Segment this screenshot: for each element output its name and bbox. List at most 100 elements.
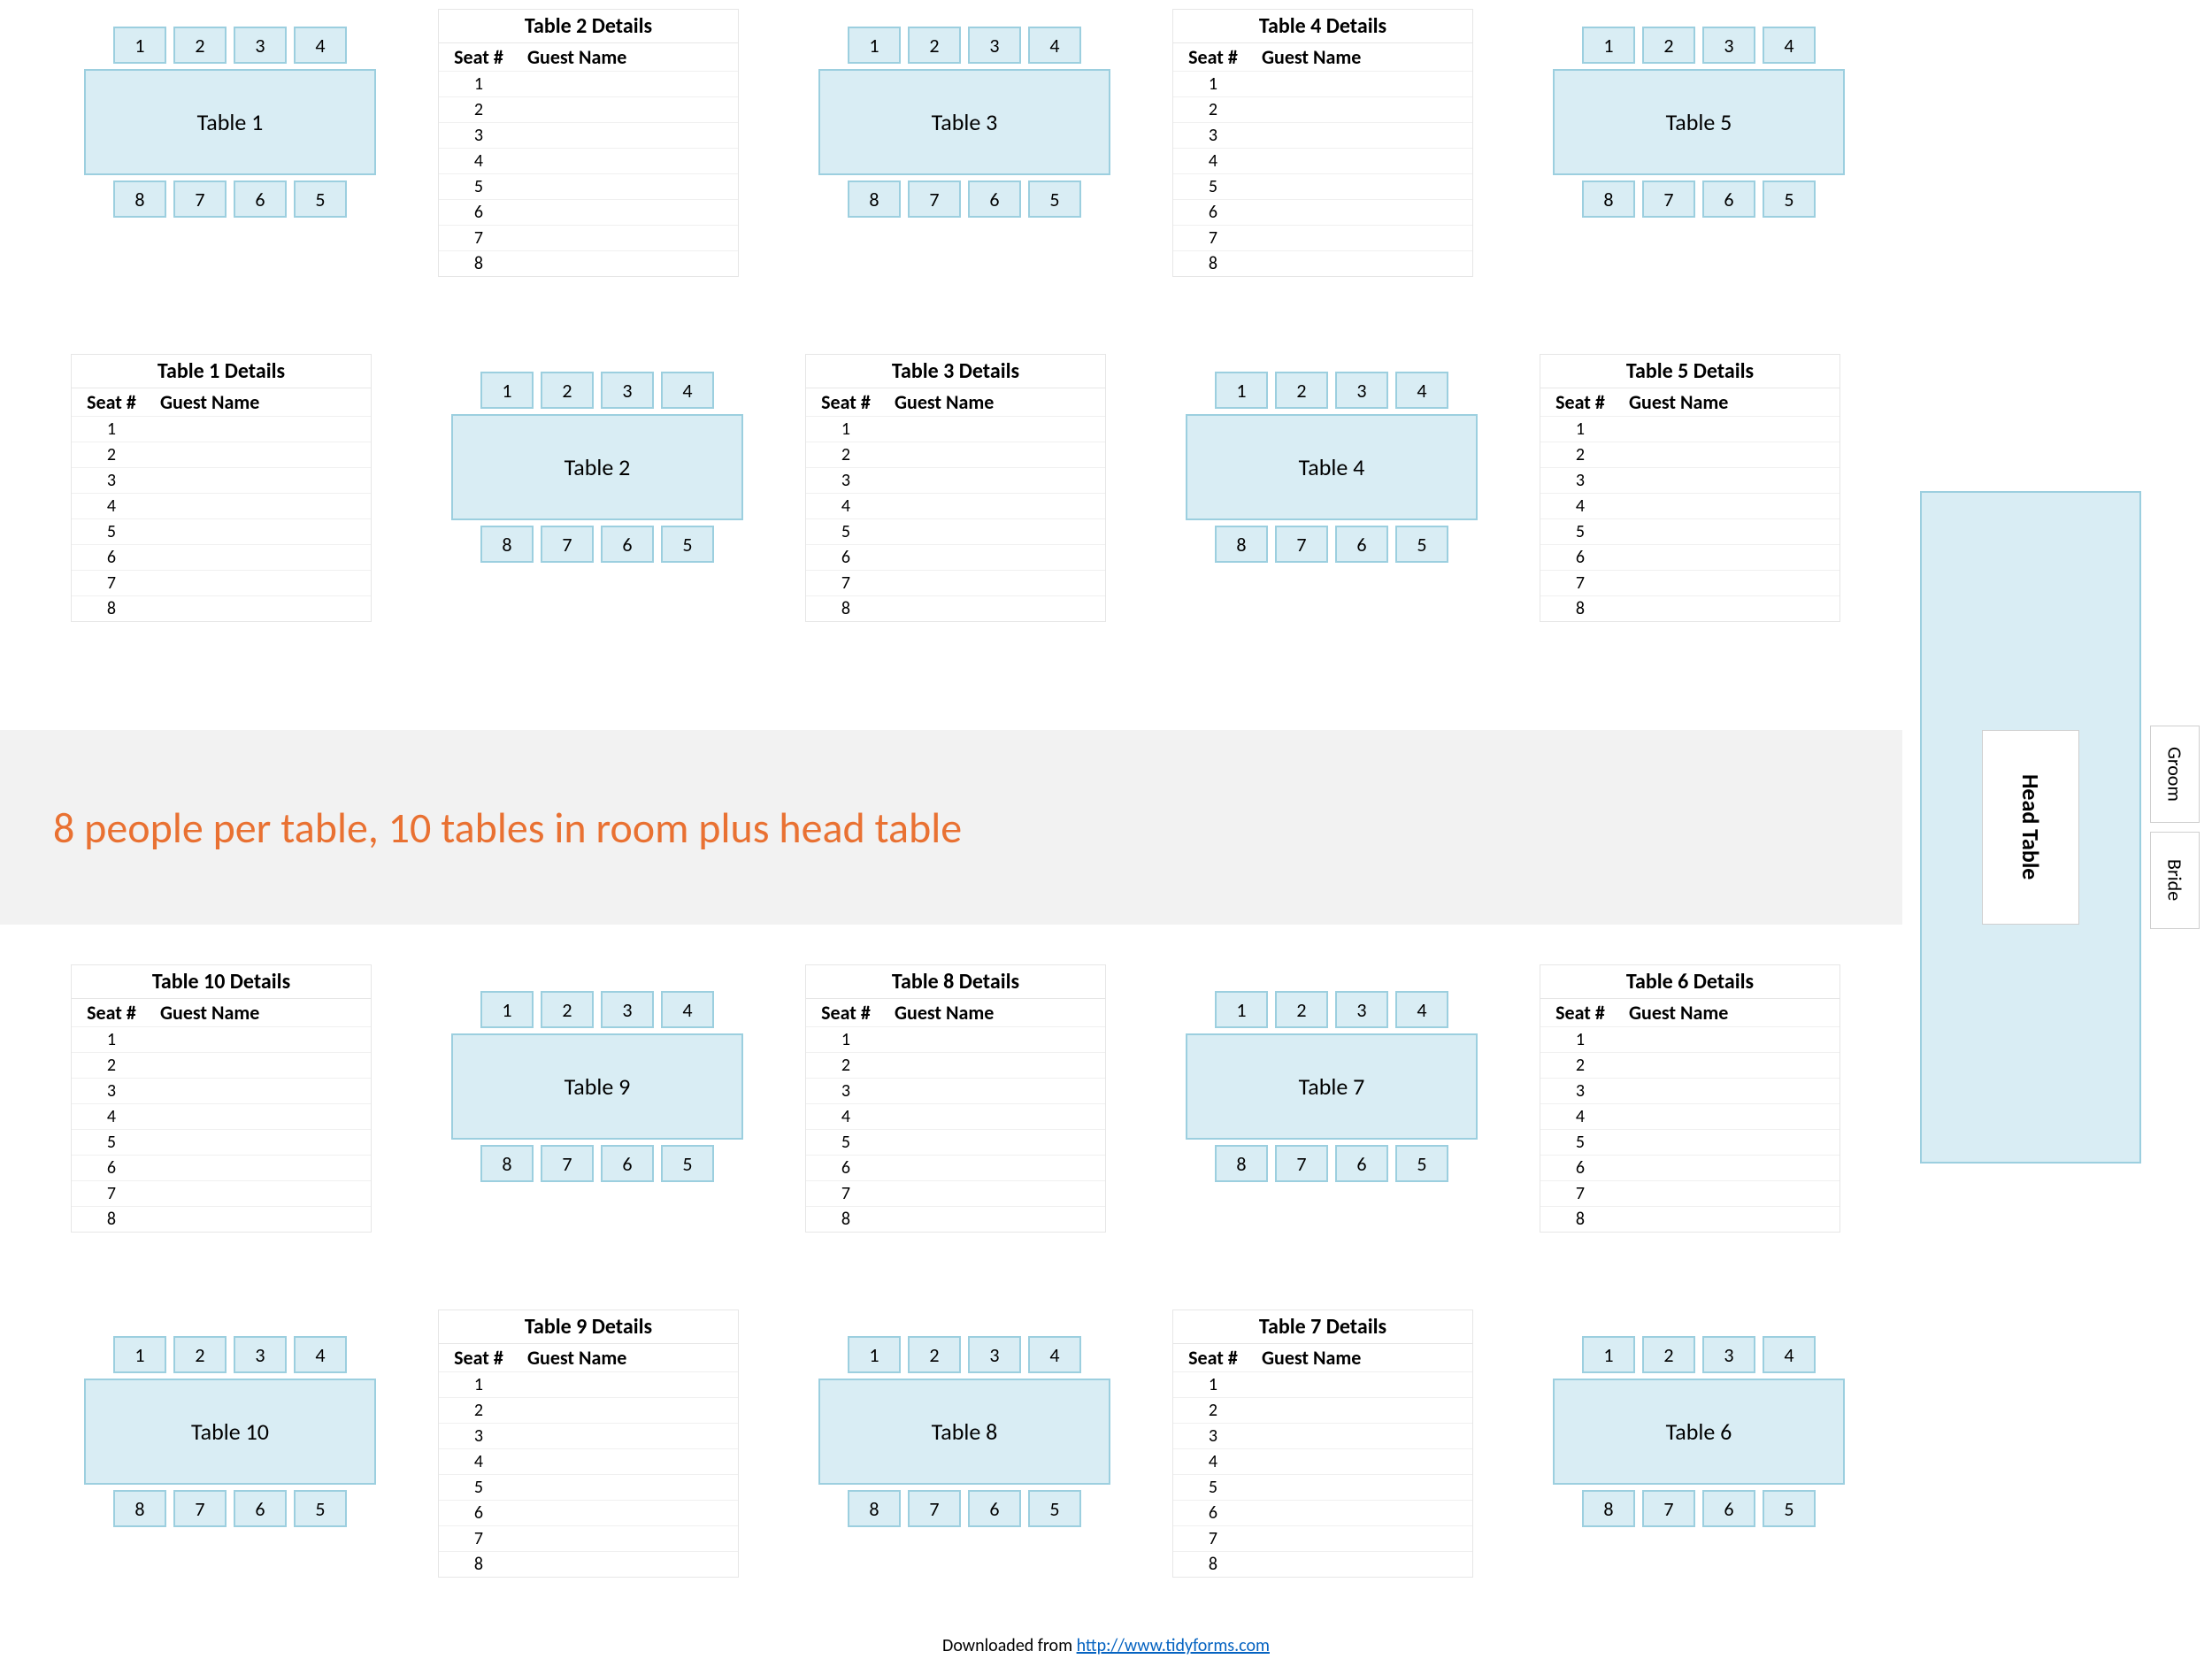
guest-name-cell[interactable]	[886, 442, 1105, 467]
guest-name-cell[interactable]	[151, 545, 371, 570]
guest-name-cell[interactable]	[518, 123, 738, 148]
guest-name-cell[interactable]	[1253, 1398, 1472, 1423]
guest-name-cell[interactable]	[151, 1181, 371, 1206]
guest-name-cell[interactable]	[886, 1207, 1105, 1232]
guest-name-cell[interactable]	[1253, 1552, 1472, 1577]
guest-name-cell[interactable]	[886, 1079, 1105, 1103]
seat-number-cell: 1	[72, 1027, 151, 1052]
guest-name-cell[interactable]	[886, 596, 1105, 621]
guest-name-cell[interactable]	[1620, 571, 1839, 595]
details-row: 2	[72, 442, 371, 467]
seat-col-header: Seat #	[439, 1344, 518, 1371]
guest-name-cell[interactable]	[151, 1104, 371, 1129]
guest-name-cell[interactable]	[151, 519, 371, 544]
guest-name-cell[interactable]	[1253, 1526, 1472, 1551]
seat-number-cell: 5	[1173, 174, 1253, 199]
guest-name-cell[interactable]	[1620, 417, 1839, 442]
guest-name-cell[interactable]	[518, 149, 738, 173]
guest-name-cell[interactable]	[1253, 226, 1472, 250]
guest-name-cell[interactable]	[151, 1027, 371, 1052]
guest-name-cell[interactable]	[886, 1027, 1105, 1052]
guest-name-cell[interactable]	[886, 545, 1105, 570]
guest-name-cell[interactable]	[518, 1526, 738, 1551]
guest-name-cell[interactable]	[1620, 1053, 1839, 1078]
guest-name-cell[interactable]	[518, 174, 738, 199]
guest-name-cell[interactable]	[1620, 519, 1839, 544]
footer-link[interactable]: http://www.tidyforms.com	[1077, 1635, 1270, 1656]
guest-name-cell[interactable]	[886, 494, 1105, 518]
details-title: Table 4 Details	[1173, 10, 1472, 43]
guest-name-cell[interactable]	[1620, 1207, 1839, 1232]
seat-number-cell: 6	[806, 1156, 886, 1180]
guest-name-cell[interactable]	[1620, 1130, 1839, 1155]
guest-name-cell[interactable]	[1253, 174, 1472, 199]
guest-name-cell[interactable]	[151, 494, 371, 518]
guest-name-cell[interactable]	[1620, 494, 1839, 518]
guest-name-cell[interactable]	[518, 1372, 738, 1397]
guest-name-cell[interactable]	[518, 72, 738, 96]
guest-name-cell[interactable]	[886, 417, 1105, 442]
seat: 1	[113, 27, 166, 64]
guest-name-cell[interactable]	[518, 1475, 738, 1500]
guest-name-cell[interactable]	[1620, 1181, 1839, 1206]
guest-name-cell[interactable]	[151, 417, 371, 442]
guest-name-cell[interactable]	[518, 97, 738, 122]
guest-name-cell[interactable]	[151, 442, 371, 467]
guest-name-cell[interactable]	[151, 1079, 371, 1103]
guest-name-cell[interactable]	[518, 1424, 738, 1448]
guest-name-cell[interactable]	[518, 226, 738, 250]
details-row: 4	[1540, 1103, 1839, 1129]
guest-name-cell[interactable]	[1620, 468, 1839, 493]
guest-name-cell[interactable]	[151, 571, 371, 595]
guest-name-cell[interactable]	[1620, 1156, 1839, 1180]
guest-name-cell[interactable]	[1253, 72, 1472, 96]
guest-name-cell[interactable]	[151, 1207, 371, 1232]
guest-name-cell[interactable]	[1620, 596, 1839, 621]
table-block-table6: 1234Table 68765	[1540, 1336, 1858, 1527]
seat-number-cell: 6	[1540, 1156, 1620, 1180]
guest-name-cell[interactable]	[886, 519, 1105, 544]
guest-name-cell[interactable]	[886, 1156, 1105, 1180]
guest-name-cell[interactable]	[1253, 251, 1472, 276]
guest-name-cell[interactable]	[1620, 1079, 1839, 1103]
guest-name-cell[interactable]	[886, 1130, 1105, 1155]
guest-name-cell[interactable]	[1620, 442, 1839, 467]
guest-name-cell[interactable]	[1253, 149, 1472, 173]
guest-name-cell[interactable]	[1620, 545, 1839, 570]
details-row: 5	[1173, 1474, 1472, 1500]
guest-name-cell[interactable]	[886, 1181, 1105, 1206]
guest-name-cell[interactable]	[1253, 123, 1472, 148]
guest-name-cell[interactable]	[518, 1398, 738, 1423]
head-table-label: Head Table	[1982, 730, 2079, 925]
guest-name-cell[interactable]	[1253, 1501, 1472, 1525]
guest-name-cell[interactable]	[151, 1053, 371, 1078]
guest-name-cell[interactable]	[886, 1053, 1105, 1078]
details-title: Table 1 Details	[72, 355, 371, 388]
guest-name-cell[interactable]	[151, 1156, 371, 1180]
guest-name-cell[interactable]	[151, 596, 371, 621]
details-row: 7	[72, 1180, 371, 1206]
guest-name-cell[interactable]	[1253, 1424, 1472, 1448]
guest-name-cell[interactable]	[518, 1552, 738, 1577]
guest-name-cell[interactable]	[1253, 1449, 1472, 1474]
guest-name-cell[interactable]	[886, 571, 1105, 595]
details-row: 4	[72, 1103, 371, 1129]
guest-name-cell[interactable]	[151, 468, 371, 493]
guest-name-cell[interactable]	[1253, 200, 1472, 225]
guest-name-cell[interactable]	[1253, 1475, 1472, 1500]
details-block-details5: Table 5 DetailsSeat #Guest Name12345678	[1540, 354, 1840, 622]
guest-name-cell[interactable]	[1253, 1372, 1472, 1397]
guest-name-cell[interactable]	[518, 200, 738, 225]
guest-name-cell[interactable]	[1620, 1027, 1839, 1052]
guest-name-cell[interactable]	[518, 251, 738, 276]
guest-name-cell[interactable]	[518, 1501, 738, 1525]
guest-name-cell[interactable]	[518, 1449, 738, 1474]
details-row: 2	[439, 1397, 738, 1423]
seat: 4	[1028, 1336, 1081, 1373]
guest-name-cell[interactable]	[1253, 97, 1472, 122]
guest-name-cell[interactable]	[886, 1104, 1105, 1129]
guest-name-cell[interactable]	[886, 468, 1105, 493]
guest-name-cell[interactable]	[151, 1130, 371, 1155]
guest-name-cell[interactable]	[1620, 1104, 1839, 1129]
table-surface: Table 9	[451, 1033, 743, 1140]
